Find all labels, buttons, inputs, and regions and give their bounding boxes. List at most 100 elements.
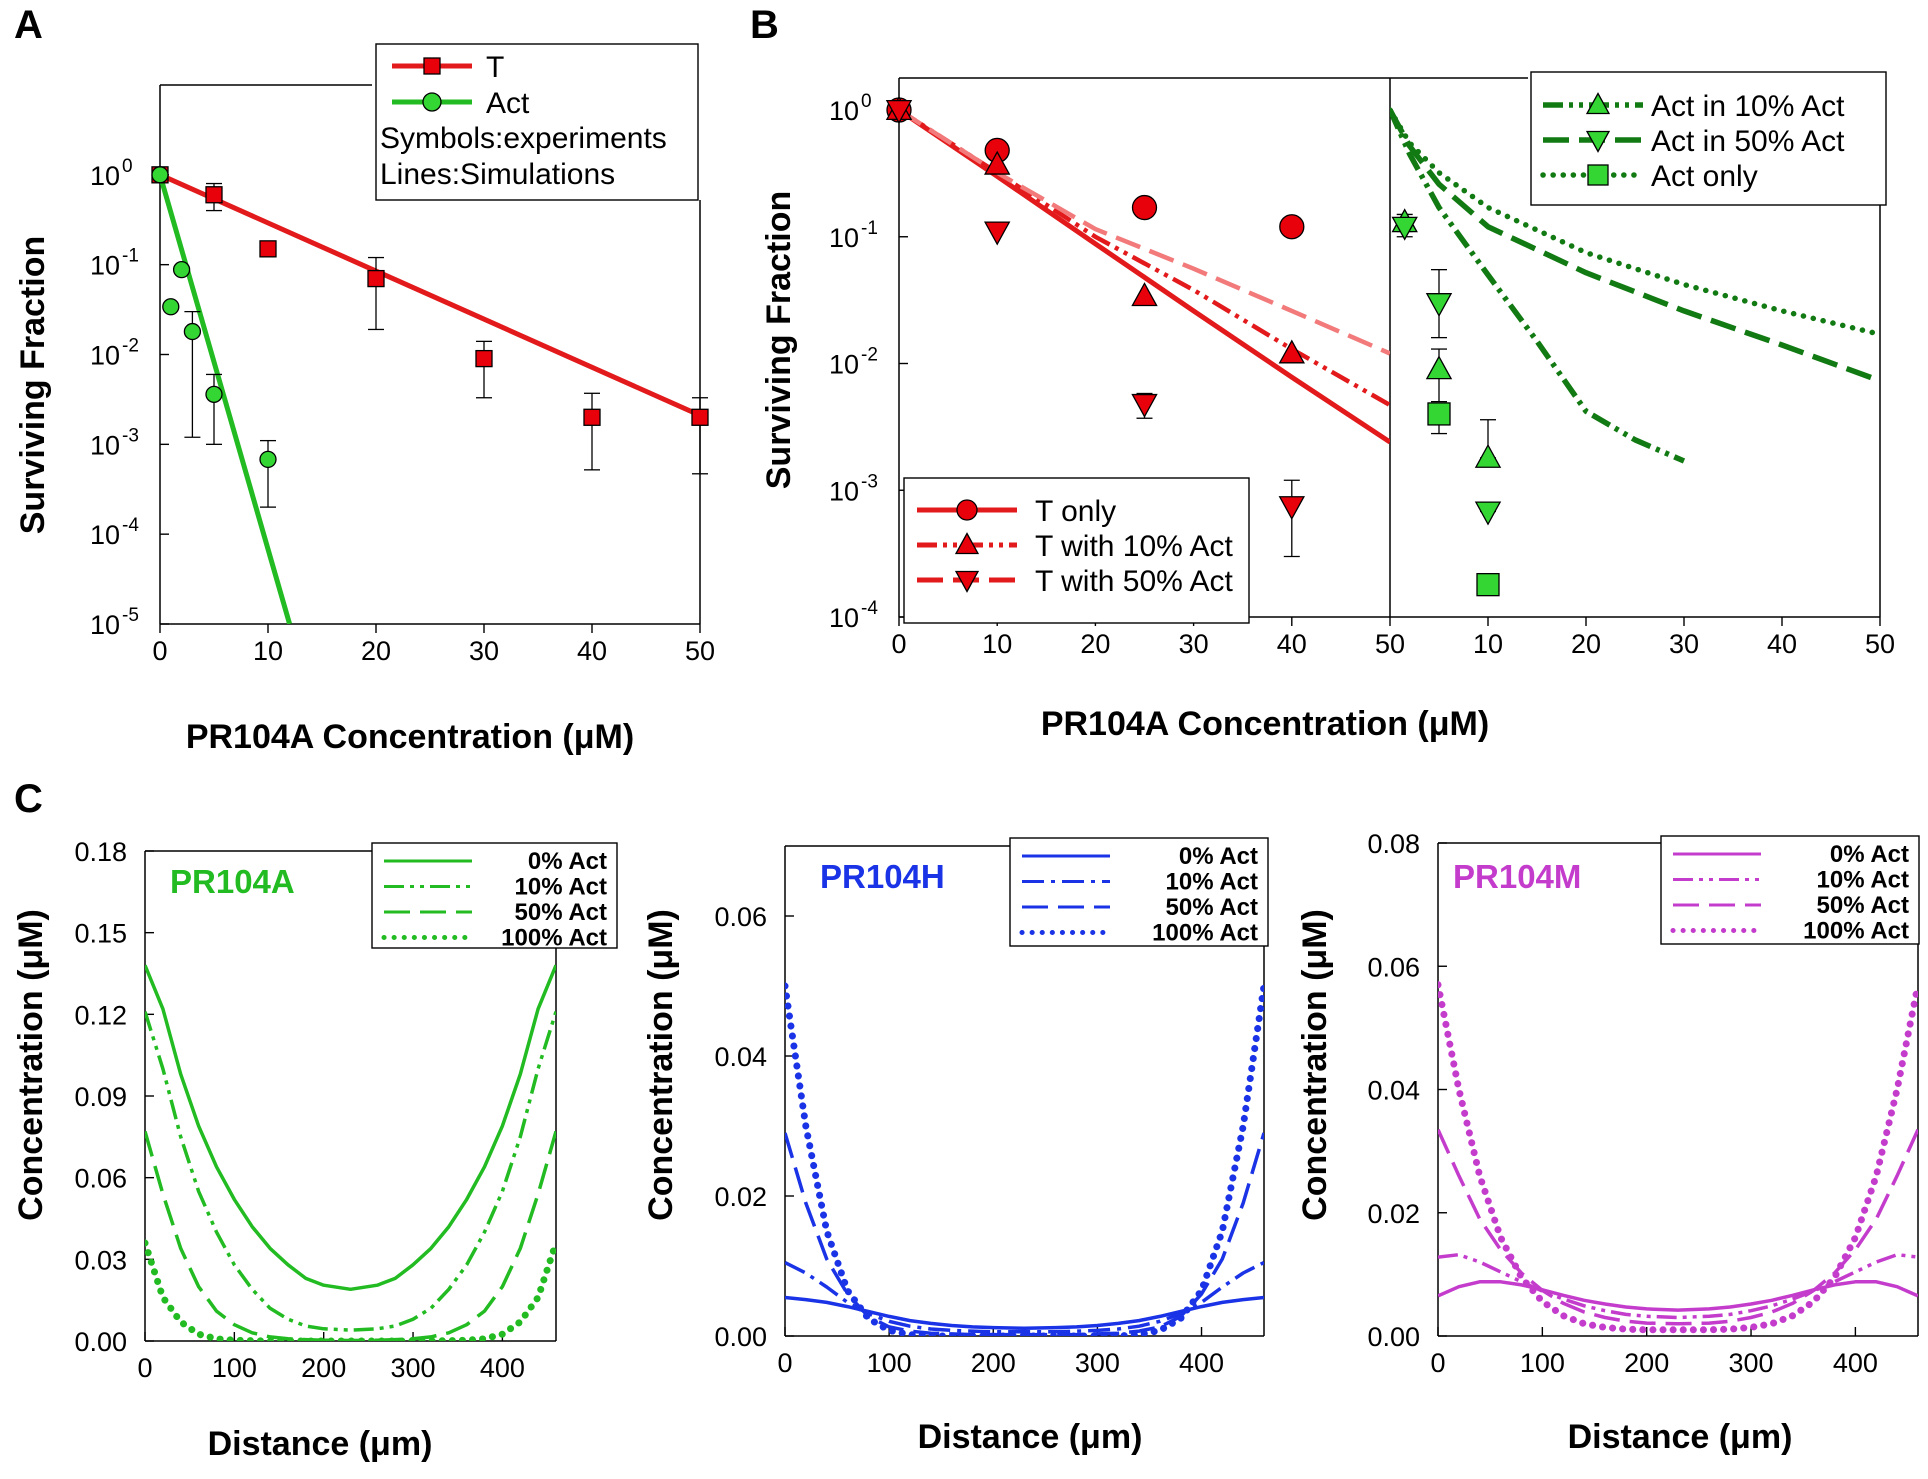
panelC1-ytick-label-4: 0.06 [74, 1164, 127, 1194]
panel-c-pr104m-chart: Concentration (μM) Distance (μm) PR104M … [1296, 829, 1920, 1456]
panel-b-legend-left-label-2: T with 50% Act [1035, 565, 1234, 598]
panel-b-left-xtick-label-2: 20 [1080, 629, 1110, 659]
panel-a-t-point-3 [367, 269, 385, 288]
panel-b-ytick-exp-1: -1 [861, 218, 878, 239]
panelC1-ytick-label-0: 0.18 [74, 837, 127, 867]
panelC3-xtick-label-3: 300 [1729, 1348, 1774, 1378]
panel-a-legend-marker-act [422, 92, 442, 112]
panelC2-xtick-label-0: 0 [777, 1348, 792, 1378]
panelC2-xtick-label-1: 100 [867, 1348, 912, 1378]
panel-label-b: B [750, 3, 779, 47]
panelC1-legend-label-1: 10% Act [515, 874, 607, 901]
panel-a-t-point-1 [205, 186, 223, 204]
panelC3-curve-0 [1438, 1280, 1918, 1312]
panel-a-line-t-simulation [160, 172, 700, 418]
panel-b-legend-right-label-0: Act in 10% Act [1651, 90, 1845, 123]
panel-a-t-point-5 [583, 408, 601, 426]
panel-c1-x-axis-title: Distance (μm) [208, 1425, 433, 1463]
panel-b-left-s2-point-3 [1278, 496, 1305, 521]
panel-a-xtick-label-3: 30 [469, 636, 499, 666]
panel-a-xtick-label-0: 0 [152, 636, 167, 666]
panel-b-legend-left-label-0: T only [1035, 495, 1116, 528]
panel-a-ytick-base-1: 10 [90, 251, 120, 281]
panelC2-xtick-label-4: 400 [1179, 1348, 1224, 1378]
panel-a-ytick-exp-1: -1 [122, 246, 139, 267]
panel-a-ytick-exp-4: -4 [122, 515, 139, 536]
panelC2-ytick-label-2: 0.02 [714, 1182, 767, 1212]
panel-a-ytick-base-4: 10 [90, 520, 120, 550]
panel-b-right-line-2 [1390, 107, 1880, 338]
panel-a-act-point-5 [259, 450, 277, 469]
panel-b-left-s2-point-0 [885, 100, 913, 124]
panel-a-legend-marker-t [423, 57, 441, 75]
panel-a-chart: Surviving Fraction PR104A Concentration … [14, 43, 715, 756]
panel-a-t-point-2 [259, 240, 277, 258]
panel-b-right-s1-point-1 [1425, 293, 1453, 318]
panel-b-right-xtick-label-1: 10 [1473, 629, 1503, 659]
panelC2-ytick-label-0: 0.06 [714, 902, 767, 932]
panel-b-left-s2-point-1 [984, 221, 1011, 246]
panel-a-xtick-label-4: 40 [577, 636, 607, 666]
panelC3-ytick-label-1: 0.06 [1367, 952, 1420, 982]
panelC2-legend-label-3: 100% Act [1152, 920, 1258, 947]
panelC3-ytick-label-3: 0.02 [1367, 1199, 1420, 1229]
panel-c3-title: PR104M [1453, 858, 1581, 895]
panelC3-xtick-label-0: 0 [1430, 1348, 1445, 1378]
panelC1-curve-0 [145, 964, 556, 1292]
panel-b-right-line-0 [1390, 108, 1686, 464]
panelC3-curve-1 [1438, 1252, 1918, 1320]
panel-b-legend-right-marker-1 [1585, 130, 1611, 153]
panelC2-xtick-label-2: 200 [971, 1348, 1016, 1378]
panelC2-xtick-label-3: 300 [1075, 1348, 1120, 1378]
panel-b-ytick-exp-2: -2 [861, 345, 878, 366]
panelC1-ytick-label-5: 0.03 [74, 1245, 127, 1275]
panelC2-legend-label-0: 0% Act [1179, 843, 1258, 870]
panelC1-xtick-label-1: 100 [212, 1353, 257, 1383]
panel-b-legend-left-marker-0 [956, 499, 978, 521]
panel-c2-x-axis-title: Distance (μm) [918, 1418, 1143, 1456]
panel-a-legend-label-t: T [486, 51, 504, 84]
panel-b-left-s0-point-3 [1279, 214, 1305, 240]
panel-b-ytick-exp-3: -3 [861, 471, 878, 492]
panel-b-right-s0-point-1 [1425, 355, 1453, 380]
panel-b-right-xtick-label-5: 50 [1865, 629, 1895, 659]
panel-a-x-axis-title: PR104A Concentration (μM) [186, 718, 634, 756]
panel-b-legend-right-marker-2 [1587, 164, 1609, 186]
panel-b-left-s1-point-2 [1131, 282, 1158, 307]
panelC2-ytick-label-3: 0.00 [714, 1322, 767, 1352]
panel-a-t-point-4 [475, 349, 493, 368]
panel-a-ytick-exp-3: -3 [122, 425, 139, 446]
panel-a-act-point-0 [151, 166, 169, 184]
panel-c-pr104a-chart: Concentration (μM) Distance (μm) PR104A … [12, 837, 618, 1463]
panel-a-ytick-base-5: 10 [90, 610, 120, 640]
panel-a-ytick-exp-2: -2 [122, 336, 139, 357]
panelC1-legend-label-2: 50% Act [515, 899, 607, 926]
panelC1-xtick-label-2: 200 [301, 1353, 346, 1383]
panel-a-xtick-label-1: 10 [253, 636, 283, 666]
panel-b-ytick-base-0: 10 [829, 96, 859, 126]
panel-b-left-xtick-label-0: 0 [891, 629, 906, 659]
panel-a-xtick-label-5: 50 [685, 636, 715, 666]
panel-b-left-s1-point-3 [1278, 339, 1305, 364]
panelC3-legend-label-2: 50% Act [1817, 892, 1909, 919]
panel-b-ytick-base-3: 10 [829, 476, 859, 506]
panel-label-a: A [14, 3, 43, 47]
panel-b-legend-left-marker-1 [954, 532, 980, 555]
panelC2-legend-label-2: 50% Act [1166, 894, 1258, 921]
panel-a-ytick-base-0: 10 [90, 161, 120, 191]
panel-a-ytick-base-2: 10 [90, 341, 120, 371]
panel-b-left-xtick-label-1: 10 [982, 629, 1012, 659]
panel-b-y-axis-title: Surviving Fraction [760, 191, 798, 490]
panelC3-ytick-label-4: 0.00 [1367, 1322, 1420, 1352]
panel-b-right-s1-point-0 [1391, 216, 1418, 241]
panel-b-right-s2-point-1 [1476, 572, 1500, 597]
panel-b-ytick-exp-4: -4 [861, 598, 878, 619]
panel-a-xtick-label-2: 20 [361, 636, 391, 666]
panelC1-curve-1 [145, 1011, 556, 1332]
panel-b-left-line-2 [899, 108, 1390, 356]
panel-a-legend-label-act: Act [486, 87, 530, 120]
panel-b-right-s1-point-2 [1474, 501, 1502, 526]
